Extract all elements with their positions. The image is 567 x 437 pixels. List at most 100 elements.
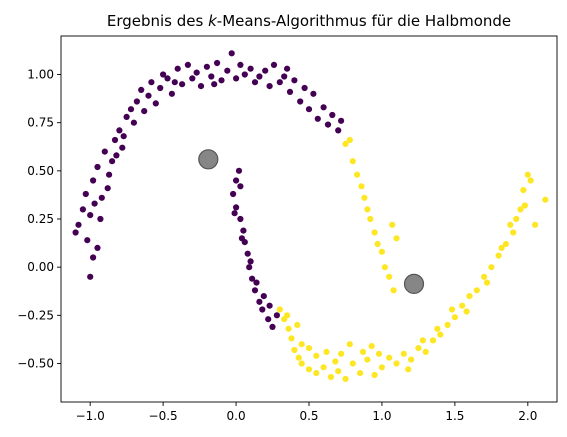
data-point-cluster-0	[127, 106, 135, 113]
x-tick-label: 1.5	[445, 409, 464, 423]
data-point-cluster-1	[390, 287, 397, 294]
data-point-cluster-0	[266, 83, 273, 90]
data-point-cluster-0	[218, 77, 225, 84]
data-point-cluster-0	[256, 73, 263, 80]
data-point-cluster-0	[90, 177, 97, 184]
data-point-cluster-0	[174, 65, 181, 72]
data-point-cluster-0	[106, 171, 113, 178]
data-point-cluster-0	[120, 133, 127, 140]
data-point-cluster-1	[473, 287, 480, 294]
data-point-cluster-0	[305, 106, 313, 113]
data-point-cluster-1	[346, 341, 353, 348]
data-point-cluster-1	[294, 321, 301, 328]
data-point-cluster-0	[237, 215, 244, 223]
x-tick-label: 1.0	[372, 409, 391, 423]
data-point-cluster-0	[171, 79, 178, 86]
data-point-cluster-1	[393, 235, 400, 242]
data-point-cluster-1	[285, 325, 292, 332]
data-point-cluster-0	[113, 152, 120, 159]
data-point-cluster-1	[481, 273, 488, 280]
chart-title-k: k	[208, 12, 218, 30]
data-point-cluster-1	[521, 202, 529, 209]
data-point-cluster-1	[357, 370, 364, 377]
data-point-cluster-0	[111, 136, 119, 144]
data-point-cluster-1	[389, 221, 396, 228]
data-point-cluster-1	[276, 306, 283, 313]
data-point-cluster-1	[405, 366, 412, 373]
data-point-cluster-0	[152, 100, 159, 107]
data-point-cluster-1	[459, 302, 466, 309]
data-point-cluster-1	[332, 358, 339, 365]
data-point-cluster-1	[288, 335, 295, 342]
data-point-cluster-0	[291, 77, 298, 84]
data-point-cluster-0	[109, 158, 116, 165]
data-point-cluster-1	[415, 345, 422, 352]
data-point-cluster-0	[87, 273, 94, 280]
data-point-cluster-1	[374, 240, 381, 248]
data-point-cluster-1	[542, 196, 549, 203]
data-point-cluster-0	[116, 127, 123, 134]
data-point-cluster-0	[297, 98, 304, 105]
data-point-cluster-1	[408, 356, 415, 363]
data-point-cluster-0	[193, 69, 200, 76]
x-tick-label: −1.0	[76, 409, 105, 423]
y-tick-label: 0.25	[27, 212, 54, 226]
data-point-cluster-0	[72, 229, 79, 236]
data-point-cluster-0	[286, 88, 294, 95]
data-point-cluster-1	[375, 350, 383, 357]
data-point-cluster-0	[168, 90, 175, 97]
data-point-cluster-1	[510, 229, 517, 236]
data-point-cluster-0	[208, 73, 215, 80]
data-point-cluster-0	[189, 75, 196, 82]
data-point-cluster-0	[240, 227, 247, 234]
data-point-cluster-1	[378, 248, 385, 255]
data-point-cluster-1	[358, 183, 365, 190]
data-point-cluster-1	[367, 215, 374, 223]
data-point-cluster-1	[342, 140, 349, 147]
data-point-cluster-1	[532, 221, 539, 228]
data-point-cluster-1	[488, 264, 495, 271]
y-tick-label: −0.25	[17, 308, 54, 322]
data-point-cluster-0	[256, 298, 263, 305]
data-point-cluster-0	[235, 167, 243, 174]
data-points	[72, 50, 549, 382]
data-point-cluster-0	[284, 65, 291, 72]
data-point-cluster-0	[244, 250, 251, 257]
data-point-cluster-0	[179, 81, 186, 88]
data-point-cluster-1	[495, 252, 502, 259]
data-point-cluster-1	[284, 312, 291, 319]
data-point-cluster-1	[502, 240, 509, 248]
data-point-cluster-0	[119, 144, 126, 151]
data-point-cluster-1	[342, 375, 349, 382]
y-tick-label: 0.50	[27, 164, 54, 178]
data-point-cluster-1	[295, 354, 302, 361]
data-point-cluster-1	[291, 346, 298, 354]
data-point-cluster-1	[305, 345, 313, 352]
data-point-cluster-1	[429, 337, 437, 344]
data-point-cluster-0	[251, 287, 259, 294]
centroids	[198, 149, 425, 294]
data-point-cluster-0	[270, 61, 278, 68]
data-point-cluster-0	[79, 206, 86, 213]
data-point-cluster-0	[335, 127, 342, 134]
y-tick-label: 1.00	[27, 68, 54, 82]
data-point-cluster-0	[90, 254, 97, 261]
data-point-cluster-0	[259, 306, 266, 313]
data-point-cluster-1	[349, 158, 356, 165]
data-point-cluster-0	[141, 108, 148, 115]
chart-title-after: -Means-Algorithmus für die Halbmonde	[217, 12, 511, 30]
data-point-cluster-0	[94, 244, 101, 251]
chart-title: Ergebnis des k-Means-Algorithmus für die…	[107, 12, 511, 30]
data-point-cluster-1	[451, 314, 458, 321]
data-point-cluster-0	[104, 185, 111, 192]
data-point-cluster-1	[335, 368, 342, 375]
data-point-cluster-0	[157, 84, 164, 92]
data-point-cluster-0	[123, 113, 130, 120]
data-point-cluster-1	[483, 279, 491, 286]
data-point-cluster-0	[97, 215, 104, 223]
data-point-cluster-0	[237, 183, 244, 190]
data-point-cluster-0	[82, 190, 89, 198]
data-point-cluster-0	[320, 104, 327, 111]
data-point-cluster-1	[507, 221, 514, 228]
data-point-cluster-1	[378, 364, 385, 371]
